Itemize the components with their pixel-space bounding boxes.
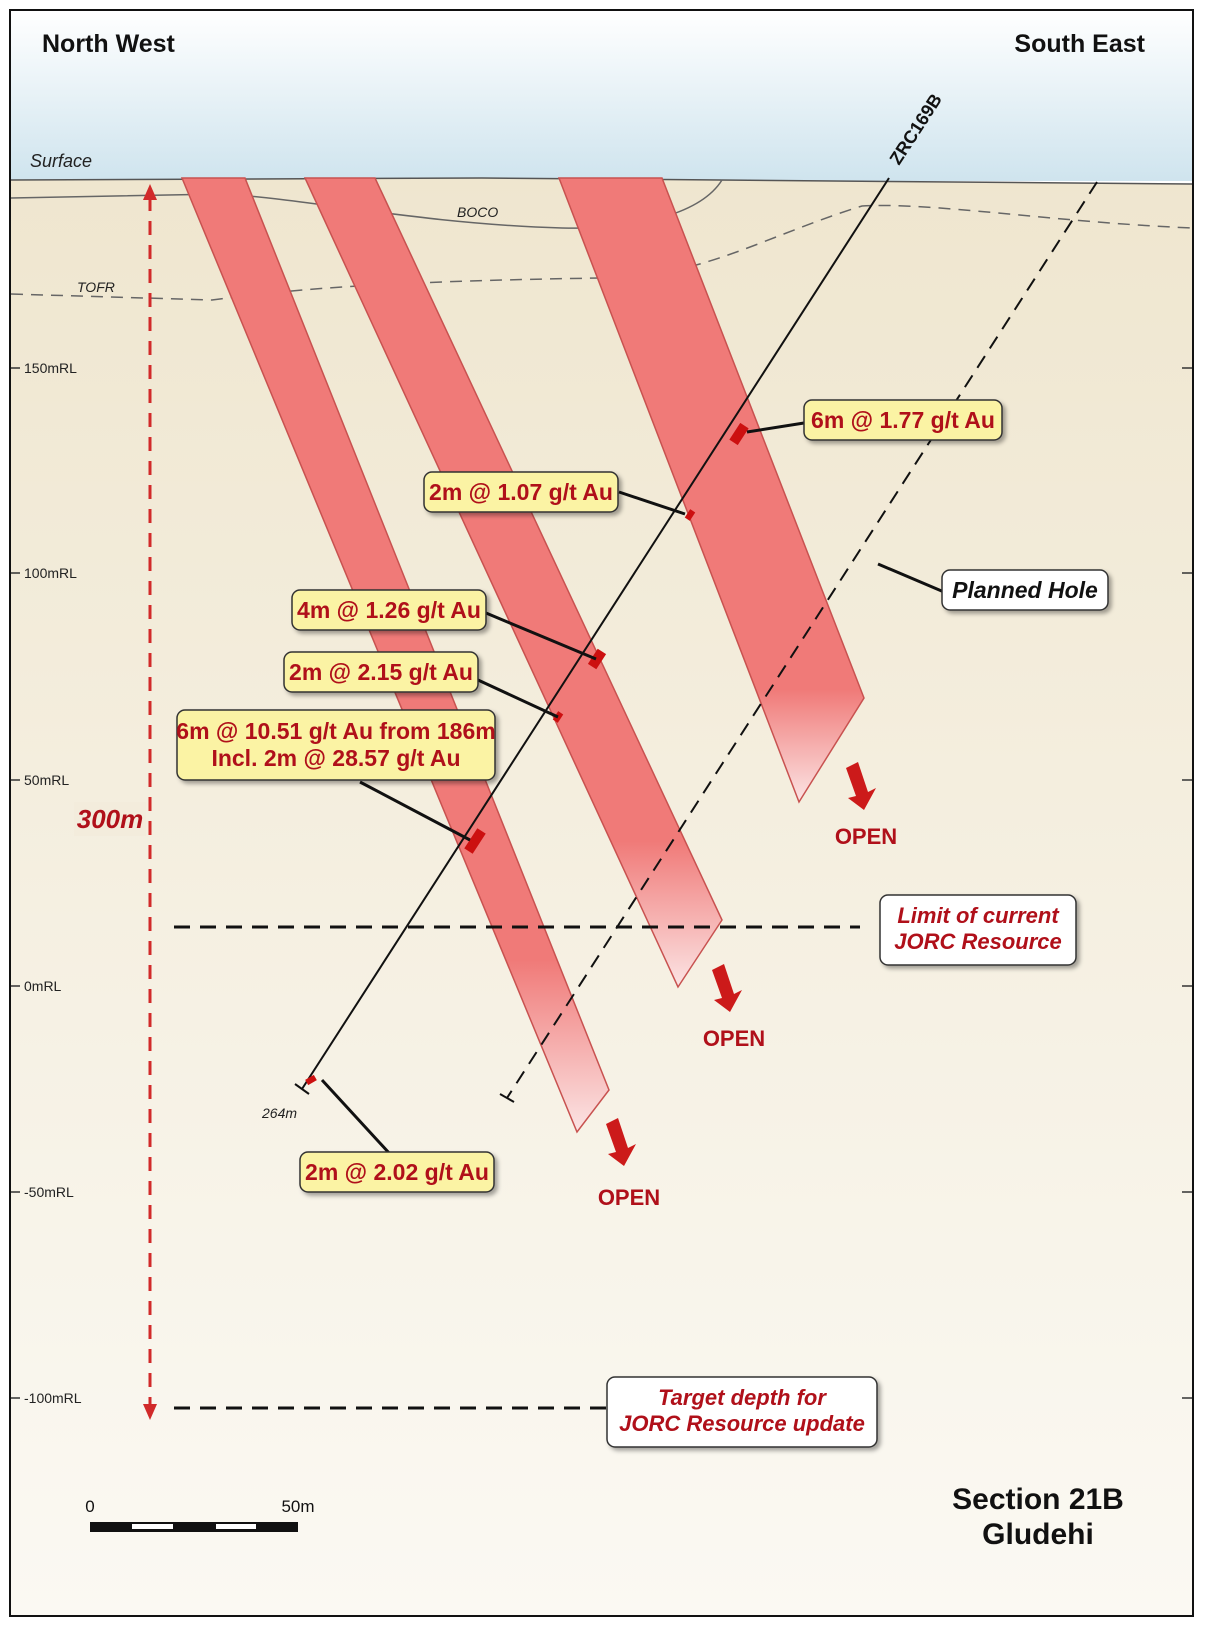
intercept-markers	[305, 422, 749, 1086]
depth-span-label: 300m	[77, 804, 144, 834]
rl-axis-right	[1182, 367, 1192, 1399]
planned-hole-label: Planned Hole	[952, 577, 1098, 603]
planned-hole-end-tick	[499, 1093, 515, 1103]
intercept-5-line1: 6m @ 10.51 g/t Au from 186m	[176, 718, 495, 744]
boco-label: BOCO	[457, 204, 498, 220]
ground	[11, 178, 1192, 1615]
rl-tick-50: 50mRL	[24, 772, 69, 788]
tofr-label: TOFR	[77, 279, 115, 295]
section-location: Gludehi	[982, 1518, 1094, 1551]
planned-hole-line	[506, 181, 1098, 1099]
open-arrow-west	[606, 1118, 636, 1166]
cross-section-frame: North West South East Surface BOCO TOFR …	[9, 9, 1194, 1617]
intercept-6-label: 2m @ 2.02 g/t Au	[305, 1159, 489, 1185]
cross-section-diagram: North West South East Surface BOCO TOFR …	[11, 11, 1192, 1615]
surface-label: Surface	[30, 151, 92, 171]
jorc-limit-line1: Limit of current	[897, 903, 1060, 928]
section-title: Section 21B	[952, 1483, 1124, 1516]
lode-east	[557, 177, 865, 804]
drill-hole-zrc169b	[301, 177, 890, 1090]
open-label-west: OPEN	[598, 1185, 660, 1210]
tofr-horizon	[11, 204, 1192, 301]
north-west-label: North West	[42, 30, 176, 58]
open-arrow-middle	[712, 964, 742, 1012]
surface-line	[11, 177, 1192, 185]
boco-horizon	[11, 179, 723, 229]
open-label-middle: OPEN	[703, 1026, 765, 1051]
target-depth-line1: Target depth for	[658, 1385, 827, 1410]
rl-axis-left	[11, 367, 20, 1399]
target-depth-line2: JORC Resource update	[619, 1411, 865, 1436]
rl-tick-150: 150mRL	[24, 360, 77, 376]
rl-tick-minus100: -100mRL	[24, 1390, 82, 1406]
leader-lines	[320, 421, 945, 1156]
scale-start-label: 0	[85, 1497, 94, 1516]
drill-hole-end-tick	[294, 1083, 310, 1095]
open-arrow-east	[846, 762, 876, 810]
intercept-1-label: 6m @ 1.77 g/t Au	[811, 407, 995, 433]
hole-depth-label: 264m	[261, 1105, 297, 1121]
callout-boxes	[176, 399, 1109, 1448]
rl-tick-0: 0mRL	[24, 978, 62, 994]
open-label-east: OPEN	[835, 824, 897, 849]
intercept-3-label: 4m @ 1.26 g/t Au	[297, 597, 481, 623]
rl-tick-100: 100mRL	[24, 565, 77, 581]
rl-tick-minus50: -50mRL	[24, 1184, 74, 1200]
lode-middle	[303, 177, 723, 989]
sky-band	[11, 11, 1192, 181]
intercept-2-label: 2m @ 1.07 g/t Au	[429, 479, 613, 505]
jorc-limit-line2: JORC Resource	[894, 929, 1062, 954]
intercept-4-label: 2m @ 2.15 g/t Au	[289, 659, 473, 685]
scale-bar	[90, 1522, 298, 1532]
depth-span-arrow	[143, 184, 157, 1420]
scale-end-label: 50m	[281, 1497, 314, 1516]
depth-span-label-bg	[74, 802, 146, 836]
intercept-5-line2: Incl. 2m @ 28.57 g/t Au	[211, 745, 460, 771]
south-east-label: South East	[1014, 30, 1145, 58]
